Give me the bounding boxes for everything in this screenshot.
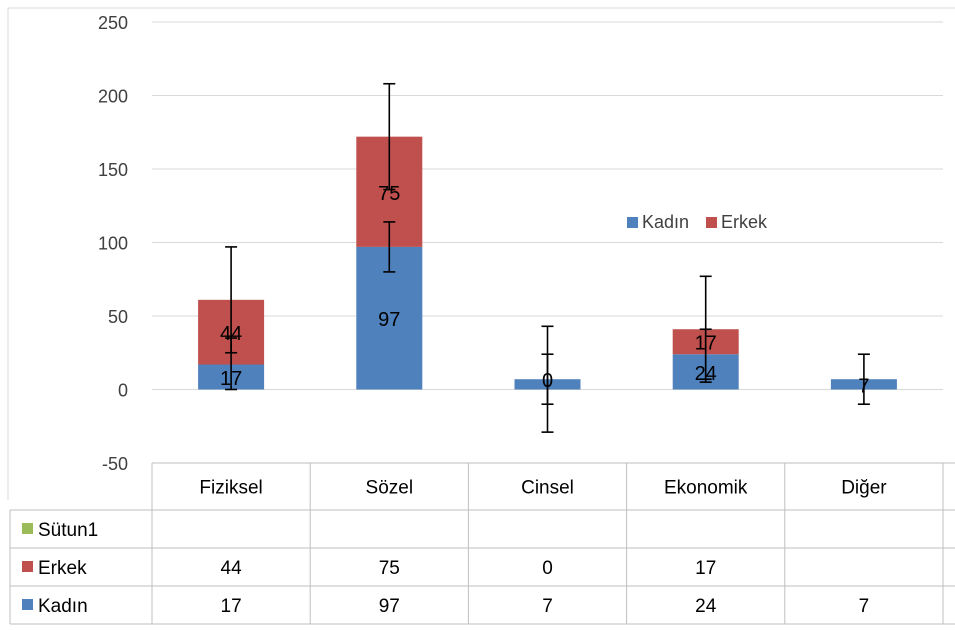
table-header-fiziksel: Fiziksel: [199, 478, 262, 499]
table-cell: 24: [695, 596, 717, 617]
table-row-label: Erkek: [38, 558, 87, 579]
legend: Kadın Erkek: [627, 212, 768, 232]
y-tick-label: 250: [98, 13, 128, 33]
table-cell: 17: [695, 558, 716, 579]
table-cell: 17: [221, 596, 242, 617]
error-bars: [225, 82, 870, 433]
y-tick-label: 50: [108, 307, 128, 327]
table-cell: 44: [221, 558, 243, 579]
table-cell: 7: [542, 596, 553, 617]
table-header-sözel: Sözel: [366, 478, 414, 499]
y-axis-ticks: 250 200 150 100 50 0 -50: [98, 13, 128, 474]
y-tick-label: 150: [98, 160, 128, 180]
table-cell: 7: [859, 596, 870, 617]
table-header-diğer: Diğer: [841, 478, 887, 499]
table-row-key-sütun1: [22, 523, 33, 534]
data-label: 97: [378, 309, 400, 331]
table-row-label: Sütun1: [38, 520, 98, 541]
legend-swatch-kadın: [627, 217, 638, 228]
data-label: 75: [378, 183, 400, 205]
y-tick-label: 200: [98, 87, 128, 107]
gridlines: [7, 7, 955, 500]
y-tick-label: 100: [98, 234, 128, 254]
table-header-ekonomik: Ekonomik: [664, 478, 748, 499]
table-row-key-erkek: [22, 561, 33, 572]
table-header-cinsel: Cinsel: [521, 478, 574, 499]
legend-swatch-erkek: [706, 217, 717, 228]
y-tick-label: 0: [118, 381, 128, 401]
table-cell: 0: [542, 558, 553, 579]
data-table: Fiziksel Sözel Cinsel Ekonomik Diğer Sütun1 Er…: [9, 462, 955, 625]
table-row-label: Kadın: [38, 596, 88, 617]
table-cell: 97: [379, 596, 400, 617]
y-tick-label: -50: [102, 454, 128, 474]
table-cell: 75: [379, 558, 400, 579]
table-row-key-kadın: [22, 599, 33, 610]
legend-label: Kadın: [642, 212, 689, 232]
data-labels: 17972474475017: [220, 183, 869, 398]
legend-label: Erkek: [721, 212, 768, 232]
